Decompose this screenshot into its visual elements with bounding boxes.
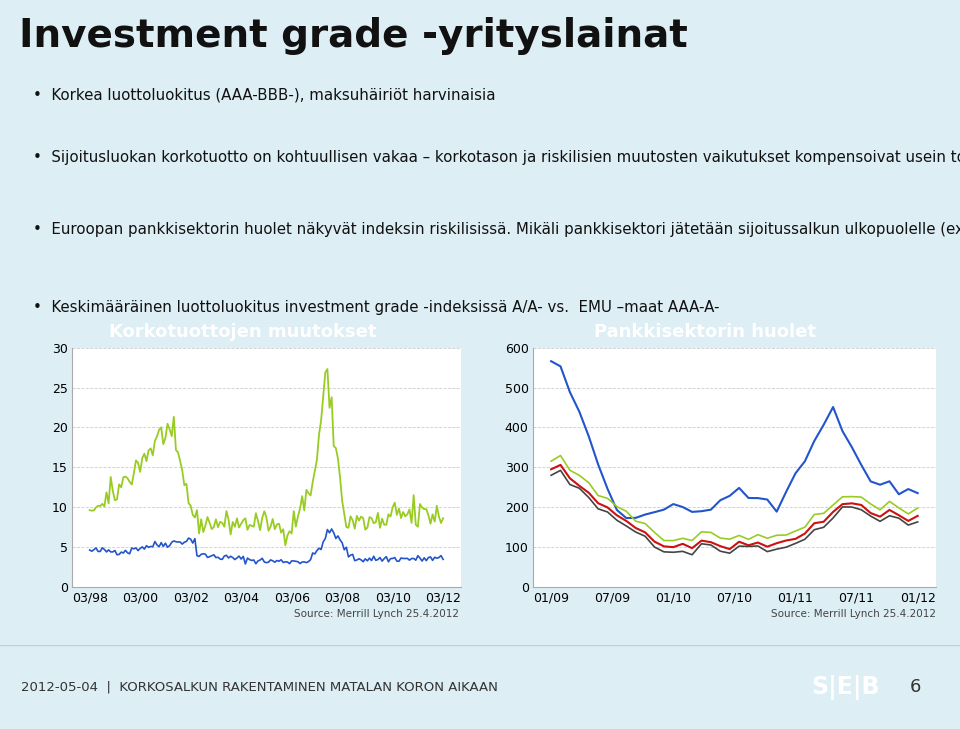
Text: S|E|B: S|E|B: [811, 675, 880, 700]
Text: •  Sijoitusluokan korkotuotto on kohtuullisen vakaa – korkotason ja riskilisien : • Sijoitusluokan korkotuotto on kohtuull…: [33, 150, 960, 165]
Text: Source: Merrill Lynch 25.4.2012: Source: Merrill Lynch 25.4.2012: [294, 609, 459, 619]
Text: Korkotuottojen muutokset: Korkotuottojen muutokset: [108, 324, 376, 341]
Text: •  Korkea luottoluokitus (AAA-BBB-), maksuhäiriöt harvinaisia: • Korkea luottoluokitus (AAA-BBB-), maks…: [33, 87, 495, 103]
Text: Source: Merrill Lynch 25.4.2012: Source: Merrill Lynch 25.4.2012: [771, 609, 936, 619]
Text: 6: 6: [910, 678, 922, 695]
Text: •  Euroopan pankkisektorin huolet näkyvät indeksin riskilisissä. Mikäli pankkise: • Euroopan pankkisektorin huolet näkyvät…: [33, 222, 960, 238]
Text: Pankkisektorin huolet: Pankkisektorin huolet: [594, 324, 816, 341]
Text: •  Keskimääräinen luottoluokitus investment grade -indeksissä A/A- vs.  EMU –maa: • Keskimääräinen luottoluokitus investme…: [33, 300, 720, 315]
Text: Investment grade -yrityslainat: Investment grade -yrityslainat: [19, 17, 688, 55]
Text: 2012-05-04  |  KORKOSALKUN RAKENTAMINEN MATALAN KORON AIKAAN: 2012-05-04 | KORKOSALKUN RAKENTAMINEN MA…: [21, 680, 498, 693]
